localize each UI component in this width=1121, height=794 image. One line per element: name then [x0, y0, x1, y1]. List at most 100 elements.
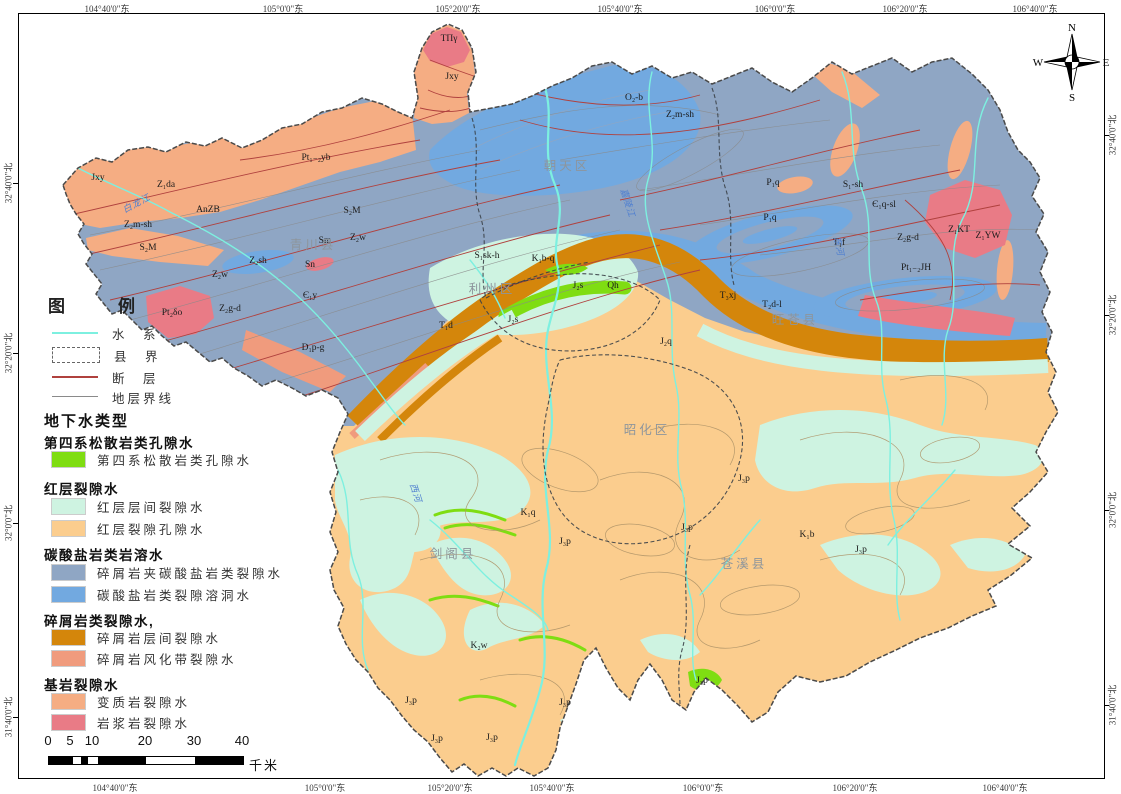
legend-item: 碎屑岩夹碳酸盐岩类裂隙水 [51, 563, 283, 581]
legend-item: 红层裂隙孔隙水 [51, 519, 206, 537]
rivers-layer-part [469, 259, 506, 319]
zone-quaternary-s [518, 635, 587, 652]
geology-code-label: J₃p [738, 474, 750, 484]
rivers-layer-part [841, 71, 901, 621]
legend-label: 碎屑岩风化带裂隙水 [97, 652, 237, 667]
scale-bar-track [48, 756, 244, 765]
longitude-label-bottom: 106°0'0"东 [682, 783, 724, 793]
region-boundary [62, 23, 1059, 777]
legend-group-header: 第四系松散岩类孔隙水 [44, 436, 194, 451]
graticule-tick [13, 523, 18, 524]
rivers-layer-part [429, 519, 549, 631]
graticule-tick [1104, 705, 1109, 706]
stratum-lines-south-part [649, 423, 735, 466]
geology-code-label: J₂q [660, 337, 672, 347]
zone-magmatic-ptdo [146, 286, 214, 338]
scale-bar-segment [80, 757, 88, 764]
county-name-label: 剑阁县 [430, 546, 477, 561]
county-name-label: 朝天区 [544, 159, 591, 173]
legend-label: 变质岩裂隙水 [97, 695, 191, 710]
longitude-label-bottom: 105°40'0"东 [529, 783, 575, 793]
geology-code-label: J₂s [508, 315, 519, 325]
stratum-lines-south-part [521, 447, 599, 493]
graticule-tick [13, 353, 18, 354]
stratum-lines-south-part [845, 505, 915, 535]
legend-label: 第四系松散岩类孔隙水 [97, 453, 253, 468]
zone-magmatic-ne [925, 180, 1012, 258]
zone-redbed-interlayer-e [820, 534, 941, 596]
zone-quaternary-band [498, 280, 632, 323]
zone-redbed-interlayer-sw [463, 602, 545, 651]
legend-label: 县 界 [114, 349, 161, 364]
legend-label: 水 系 [112, 327, 159, 342]
fault-lines-part [84, 159, 501, 256]
fold-ring [742, 226, 798, 244]
stratum-lines-north-part [835, 278, 985, 312]
geology-code-label: Z₁KT [948, 225, 970, 235]
rivers-layer-part [71, 164, 406, 426]
stratum-lines-south-part [419, 553, 571, 633]
zone-metamorphic-streak [86, 228, 224, 266]
geology-code-label: S₁sk-h [475, 251, 500, 261]
county-name-label: 昭化区 [624, 423, 671, 437]
geology-code-label: Z₁da [157, 180, 176, 190]
zone-weathered-wedge [242, 330, 346, 392]
zone-redbed-interlayer-e [950, 537, 1025, 572]
geology-code-label: P₁q [763, 213, 777, 223]
stratum-lines-north-part [699, 184, 1001, 226]
fault-lines-part [904, 199, 954, 301]
redbed-interlayer-swatch [51, 497, 86, 515]
clastic-interlayer-swatch [51, 628, 86, 646]
geology-code-label: K₁b-q [532, 254, 555, 264]
legend-item: 碎屑岩风化带裂隙水 [51, 649, 237, 667]
geology-code-label: S₂M [139, 243, 157, 253]
rivers-layer-part [941, 97, 989, 426]
compass-s-label: S [1069, 92, 1075, 104]
fault-lines-part [239, 109, 451, 161]
legend-group-header: 碳酸盐岩类岩溶水 [44, 548, 164, 563]
county-name-label: 青川县 [290, 238, 337, 252]
longitude-label-top: 105°0'0"东 [262, 4, 304, 14]
clastic-weathered-swatch [51, 649, 86, 667]
geology-code-label: AnZB [196, 205, 220, 215]
county-name-label: 利州区 [469, 282, 516, 296]
scale-tick-label: 20 [137, 733, 153, 748]
county-boundaries-part [471, 117, 487, 299]
geology-code-label: D₁p-g [302, 343, 325, 353]
county-boundaries-part [711, 87, 735, 286]
county-boundaries [471, 87, 744, 721]
geology-code-label: J₃p [559, 537, 571, 547]
stratum-lines-south-part [619, 571, 761, 649]
geology-code-label: J₂s [573, 281, 584, 291]
legend-label: 红层层间裂隙水 [97, 500, 206, 515]
legend-group-header: 红层裂隙水 [44, 482, 119, 497]
geology-code-label: T₁d [439, 321, 453, 331]
legend-item: 第四系松散岩类孔隙水 [51, 450, 253, 468]
fault-line-symbol [52, 369, 98, 385]
rivers-layer [71, 71, 989, 767]
geology-code-label: S₁-sh [843, 180, 863, 190]
stratum-lines-north-part [639, 144, 941, 191]
legend-item-river: 水 系 [52, 324, 159, 342]
geology-code-label: T₂d-l [762, 300, 782, 310]
rivers-layer-part [513, 86, 561, 767]
geology-code-label: Z₂m-sh [124, 220, 152, 230]
stratum-lines-south-part [599, 471, 741, 561]
legend-label: 地层界线 [112, 391, 175, 406]
county-boundaries-part [677, 544, 691, 721]
geology-code-label: Z₂w [212, 270, 228, 280]
compass-quadrant [1072, 55, 1079, 62]
compass-w-label: W [1033, 57, 1044, 69]
legend-item-fault: 断 层 [52, 368, 159, 386]
stratum-lines-north-part [129, 199, 571, 321]
zone-quaternary-s [433, 508, 507, 522]
scale-tick-label: 10 [84, 733, 100, 748]
zone-redbed-interlayer-sw [360, 592, 446, 656]
zone-clastic-interlayer-band [347, 234, 1049, 433]
longitude-label-top: 104°40'0"东 [84, 4, 130, 14]
county-name-label: 旺苍县 [772, 313, 819, 327]
rivers-layer-part [887, 469, 956, 546]
stratum-lines-south-part [920, 436, 980, 464]
geology-code-label: O₂-b [625, 93, 643, 103]
legend-label: 岩浆岩裂隙水 [97, 716, 191, 731]
